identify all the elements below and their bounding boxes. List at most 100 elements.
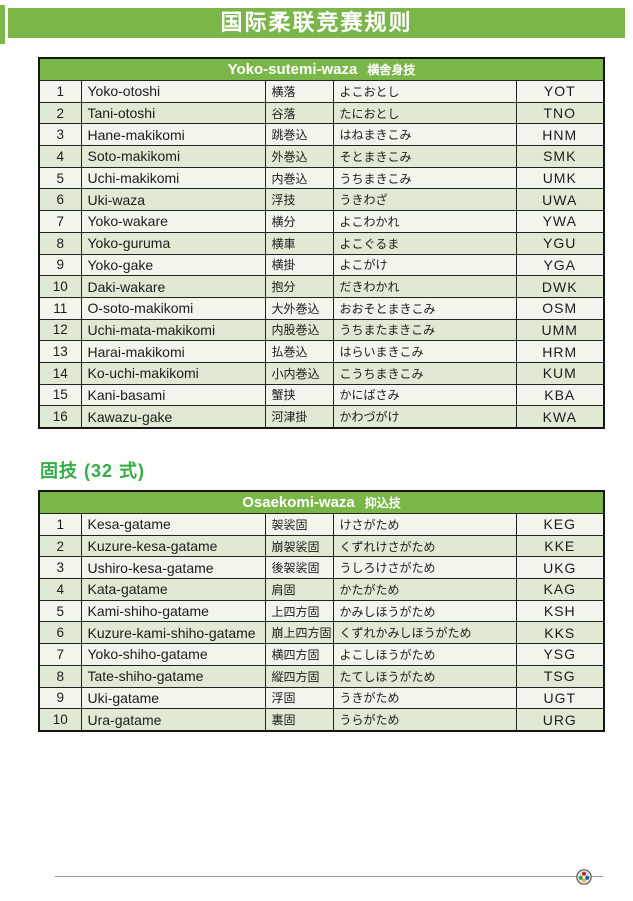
- table-row: 9 Uki-gatame 浮固 うきがため UGT: [38, 686, 605, 710]
- table-row: 12 Uchi-mata-makikomi 内股巻込 うちまたまきこみ UMM: [38, 318, 605, 342]
- technique-kana: よこしほうがため: [332, 643, 517, 666]
- technique-code: TSG: [515, 664, 605, 688]
- technique-kanji: 谷落: [264, 101, 334, 125]
- technique-kanji: 肩固: [264, 578, 334, 601]
- table-row: 5 Kami-shiho-gatame 上四方固 かみしほうがため KSH: [38, 599, 605, 623]
- technique-kana: くずれけさがため: [332, 534, 517, 558]
- technique-romaji: Kami-shiho-gatame: [80, 599, 266, 623]
- technique-kana: こうちまきこみ: [332, 361, 517, 385]
- technique-kanji: 跳巻込: [264, 123, 334, 147]
- technique-kana: うしろけさがため: [332, 556, 517, 580]
- technique-romaji: Yoko-otoshi: [80, 80, 266, 103]
- technique-number: 4: [38, 578, 82, 601]
- technique-kana: たにおとし: [332, 101, 517, 125]
- technique-kanji: 裏固: [264, 708, 334, 732]
- technique-kanji: 外巻込: [264, 145, 334, 168]
- technique-romaji: Uki-gatame: [80, 686, 266, 710]
- technique-kana: よこわかれ: [332, 210, 517, 233]
- technique-number: 11: [38, 296, 82, 320]
- technique-number: 12: [38, 318, 82, 342]
- table1-body: 1 Yoko-otoshi 横落 よこおとし YOT 2 Tani-otoshi…: [38, 80, 605, 429]
- technique-kana: そとまきこみ: [332, 145, 517, 168]
- technique-kanji: 小内巻込: [264, 361, 334, 385]
- technique-number: 2: [38, 534, 82, 558]
- technique-code: YGA: [515, 253, 605, 277]
- technique-kana: はねまきこみ: [332, 123, 517, 147]
- technique-romaji: Yoko-guruma: [80, 231, 266, 255]
- technique-kana: かわづがけ: [332, 405, 517, 429]
- technique-code: KUM: [515, 361, 605, 385]
- page-title: 国际柔联竞赛规则: [220, 10, 413, 35]
- technique-kana: うらがため: [332, 708, 517, 732]
- table2-header-kanji: 抑込技: [364, 496, 401, 510]
- technique-romaji: Kuzure-kesa-gatame: [80, 534, 266, 558]
- technique-romaji: Yoko-gake: [80, 253, 266, 277]
- technique-romaji: Kani-basami: [80, 383, 266, 407]
- technique-kana: はらいまきこみ: [332, 340, 517, 363]
- table-row: 2 Kuzure-kesa-gatame 崩袈裟固 くずれけさがため KKE: [38, 534, 605, 558]
- technique-romaji: Kata-gatame: [80, 578, 266, 601]
- ijf-emblem-icon: [576, 869, 592, 885]
- table-row: 11 O-soto-makikomi 大外巻込 おおそとまきこみ OSM: [38, 296, 605, 320]
- technique-kana: かみしほうがため: [332, 599, 517, 623]
- table-row: 10 Daki-wakare 抱分 だきわかれ DWK: [38, 275, 605, 298]
- section-title-katame-waza: 固技 (32 式): [40, 461, 146, 481]
- technique-kana: かにばさみ: [332, 383, 517, 407]
- technique-kanji: 抱分: [264, 275, 334, 298]
- technique-code: SMK: [515, 145, 605, 168]
- technique-romaji: Harai-makikomi: [80, 340, 266, 363]
- technique-number: 7: [38, 643, 82, 666]
- technique-kanji: 縦四方固: [264, 664, 334, 688]
- technique-kana: くずれかみしほうがため: [332, 621, 517, 645]
- table-row: 14 Ko-uchi-makikomi 小内巻込 こうちまきこみ KUM: [38, 361, 605, 385]
- technique-code: YOT: [515, 80, 605, 103]
- technique-number: 1: [38, 80, 82, 103]
- technique-code: KBA: [515, 383, 605, 407]
- technique-number: 4: [38, 145, 82, 168]
- technique-number: 16: [38, 405, 82, 429]
- technique-kanji: 後袈裟固: [264, 556, 334, 580]
- technique-kanji: 崩袈裟固: [264, 534, 334, 558]
- technique-romaji: Tate-shiho-gatame: [80, 664, 266, 688]
- technique-kanji: 浮固: [264, 686, 334, 710]
- yoko-sutemi-waza-table: Yoko-sutemi-waza 横舍身技 1 Yoko-otoshi 横落 よこ…: [38, 57, 605, 429]
- technique-code: KKE: [515, 534, 605, 558]
- technique-kanji: 払巻込: [264, 340, 334, 363]
- technique-romaji: Ushiro-kesa-gatame: [80, 556, 266, 580]
- technique-kanji: 崩上四方固: [264, 621, 334, 645]
- table-row: 13 Harai-makikomi 払巻込 はらいまきこみ HRM: [38, 340, 605, 363]
- technique-kana: よこがけ: [332, 253, 517, 277]
- table2-body: 1 Kesa-gatame 袈裟固 けさがため KEG 2 Kuzure-kes…: [38, 513, 605, 732]
- table-row: 6 Uki-waza 浮技 うきわざ UWA: [38, 188, 605, 212]
- technique-code: KSH: [515, 599, 605, 623]
- table-row: 4 Kata-gatame 肩固 かたがため KAG: [38, 578, 605, 601]
- technique-number: 10: [38, 708, 82, 732]
- table-row: 4 Soto-makikomi 外巻込 そとまきこみ SMK: [38, 145, 605, 168]
- technique-romaji: Tani-otoshi: [80, 101, 266, 125]
- technique-kanji: 蟹挟: [264, 383, 334, 407]
- technique-kanji: 横四方固: [264, 643, 334, 666]
- technique-romaji: Yoko-shiho-gatame: [80, 643, 266, 666]
- table2-header: Osaekomi-waza 抑込技: [38, 490, 605, 514]
- table-header-row: Yoko-sutemi-waza 横舍身技: [38, 57, 605, 81]
- technique-romaji: Uki-waza: [80, 188, 266, 212]
- technique-code: UMM: [515, 318, 605, 342]
- technique-code: DWK: [515, 275, 605, 298]
- table-row: 5 Uchi-makikomi 内巻込 うちまきこみ UMK: [38, 166, 605, 190]
- table-row: 15 Kani-basami 蟹挟 かにばさみ KBA: [38, 383, 605, 407]
- technique-code: KEG: [515, 513, 605, 536]
- technique-kana: おおそとまきこみ: [332, 296, 517, 320]
- technique-number: 3: [38, 556, 82, 580]
- technique-code: UGT: [515, 686, 605, 710]
- table1-header-kanji: 横舍身技: [367, 63, 416, 77]
- technique-number: 15: [38, 383, 82, 407]
- technique-code: YGU: [515, 231, 605, 255]
- technique-romaji: O-soto-makikomi: [80, 296, 266, 320]
- technique-code: YWA: [515, 210, 605, 233]
- technique-code: KKS: [515, 621, 605, 645]
- technique-number: 8: [38, 664, 82, 688]
- technique-kanji: 内股巻込: [264, 318, 334, 342]
- table-row: 6 Kuzure-kami-shiho-gatame 崩上四方固 くずれかみしほ…: [38, 621, 605, 645]
- table-row: 8 Tate-shiho-gatame 縦四方固 たてしほうがため TSG: [38, 664, 605, 688]
